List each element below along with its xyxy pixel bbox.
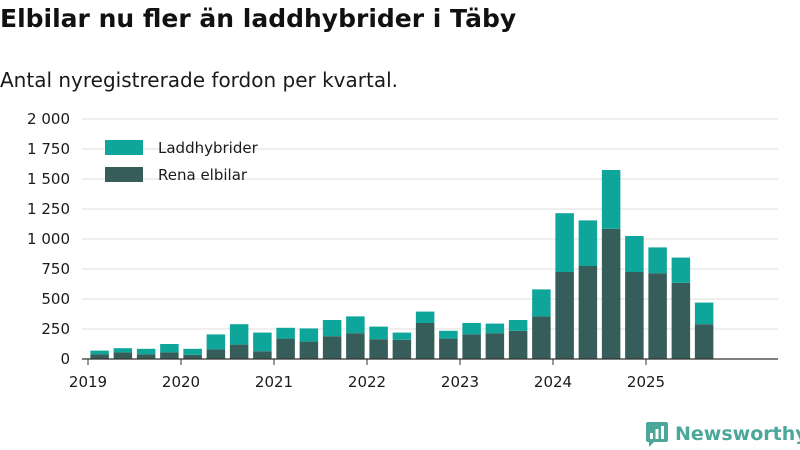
bar-rena-elbilar: [322, 336, 342, 359]
x-tick-label: 2022: [348, 373, 386, 391]
bar-rena-elbilar: [671, 282, 691, 359]
legend: Laddhybrider Rena elbilar: [105, 139, 259, 184]
bar-laddhybrider: [206, 334, 226, 350]
bar-laddhybrider: [392, 332, 412, 340]
bar-rena-elbilar: [462, 334, 481, 359]
bar-laddhybrider: [671, 257, 691, 283]
y-tick-label: 2 000: [27, 110, 70, 128]
bar-rena-elbilar: [555, 272, 574, 359]
bar-laddhybrider: [160, 344, 179, 353]
bar-laddhybrider: [648, 247, 667, 274]
bar-laddhybrider: [183, 348, 202, 355]
x-tick-label: 2021: [255, 373, 293, 391]
x-axis: [82, 358, 778, 365]
bar-rena-elbilar: [532, 316, 551, 359]
brand-name: Newsworthy: [675, 423, 800, 445]
bar-laddhybrider: [508, 320, 528, 331]
bar-rena-elbilar: [578, 266, 598, 359]
bar-laddhybrider: [253, 332, 272, 352]
x-axis-tick-labels: 2019 2020 2021 2022 2023 2024 2025: [69, 373, 665, 391]
legend-swatch-rena-elbilar: [105, 167, 143, 182]
stacked-bar-chart: 0 250 500 750 1 000 1 250 1 500 1 750 2 000 2019…: [27, 110, 778, 391]
bar-laddhybrider: [369, 326, 388, 340]
gridlines: [82, 118, 778, 330]
bar-rena-elbilar: [136, 354, 156, 359]
bar-laddhybrider: [625, 236, 644, 272]
y-tick-label: 1 750: [27, 140, 70, 158]
bar-laddhybrider: [462, 323, 481, 335]
bar-laddhybrider: [578, 220, 598, 266]
bar-laddhybrider: [113, 348, 133, 353]
bar-rena-elbilar: [346, 333, 365, 359]
bar-laddhybrider: [694, 302, 714, 325]
bar-laddhybrider: [346, 316, 365, 334]
bars: [90, 170, 714, 359]
bar-rena-elbilar: [253, 351, 272, 359]
y-tick-label: 0: [60, 350, 70, 368]
bar-rena-elbilar: [648, 273, 667, 359]
bar-rena-elbilar: [694, 324, 714, 359]
bar-rena-elbilar: [601, 228, 621, 359]
bar-rena-elbilar: [90, 354, 109, 359]
bar-rena-elbilar: [229, 344, 249, 359]
bar-rena-elbilar: [113, 352, 133, 359]
x-tick-label: 2019: [69, 373, 107, 391]
y-tick-label: 750: [41, 260, 70, 278]
bar-laddhybrider: [485, 323, 505, 334]
bar-rena-elbilar: [276, 338, 295, 359]
bar-rena-elbilar: [415, 323, 435, 359]
bar-rena-elbilar: [392, 339, 412, 359]
y-axis-tick-labels: 0 250 500 750 1 000 1 250 1 500 1 750 2 000: [27, 110, 70, 368]
bar-rena-elbilar: [625, 272, 644, 359]
chart-title: Elbilar nu fler än laddhybrider i Täby: [0, 4, 517, 33]
bar-rena-elbilar: [160, 352, 179, 359]
legend-label-rena-elbilar: Rena elbilar: [158, 166, 248, 184]
chart-subtitle: Antal nyregistrerade fordon per kvartal.: [0, 68, 399, 92]
x-tick-label: 2023: [441, 373, 479, 391]
newsworthy-logo: Newsworthy: [645, 419, 800, 449]
y-tick-label: 500: [41, 290, 70, 308]
y-tick-label: 250: [41, 320, 70, 338]
bar-rena-elbilar: [183, 354, 202, 359]
bar-rena-elbilar: [508, 330, 528, 359]
bar-laddhybrider: [229, 324, 249, 345]
x-tick-label: 2025: [627, 373, 665, 391]
bar-rena-elbilar: [439, 338, 458, 359]
bar-laddhybrider: [439, 330, 458, 339]
bar-rena-elbilar: [206, 349, 226, 359]
x-tick-label: 2020: [162, 373, 200, 391]
y-tick-label: 1 250: [27, 200, 70, 218]
bar-rena-elbilar: [369, 339, 388, 359]
bar-laddhybrider: [136, 348, 156, 355]
bar-rena-elbilar: [299, 341, 319, 359]
bar-laddhybrider: [555, 213, 574, 272]
bar-laddhybrider: [415, 311, 435, 323]
bar-rena-elbilar: [485, 333, 505, 359]
legend-swatch-laddhybrider: [105, 140, 143, 155]
bar-laddhybrider: [322, 320, 342, 337]
bar-laddhybrider: [532, 289, 551, 317]
bar-laddhybrider: [276, 327, 295, 339]
y-tick-label: 1 500: [27, 170, 70, 188]
bar-laddhybrider: [90, 350, 109, 355]
y-tick-label: 1 000: [27, 230, 70, 248]
x-tick-label: 2024: [534, 373, 572, 391]
legend-label-laddhybrider: Laddhybrider: [158, 139, 259, 157]
newsworthy-icon: [646, 421, 668, 447]
bar-laddhybrider: [299, 328, 319, 342]
bar-laddhybrider: [601, 170, 621, 229]
